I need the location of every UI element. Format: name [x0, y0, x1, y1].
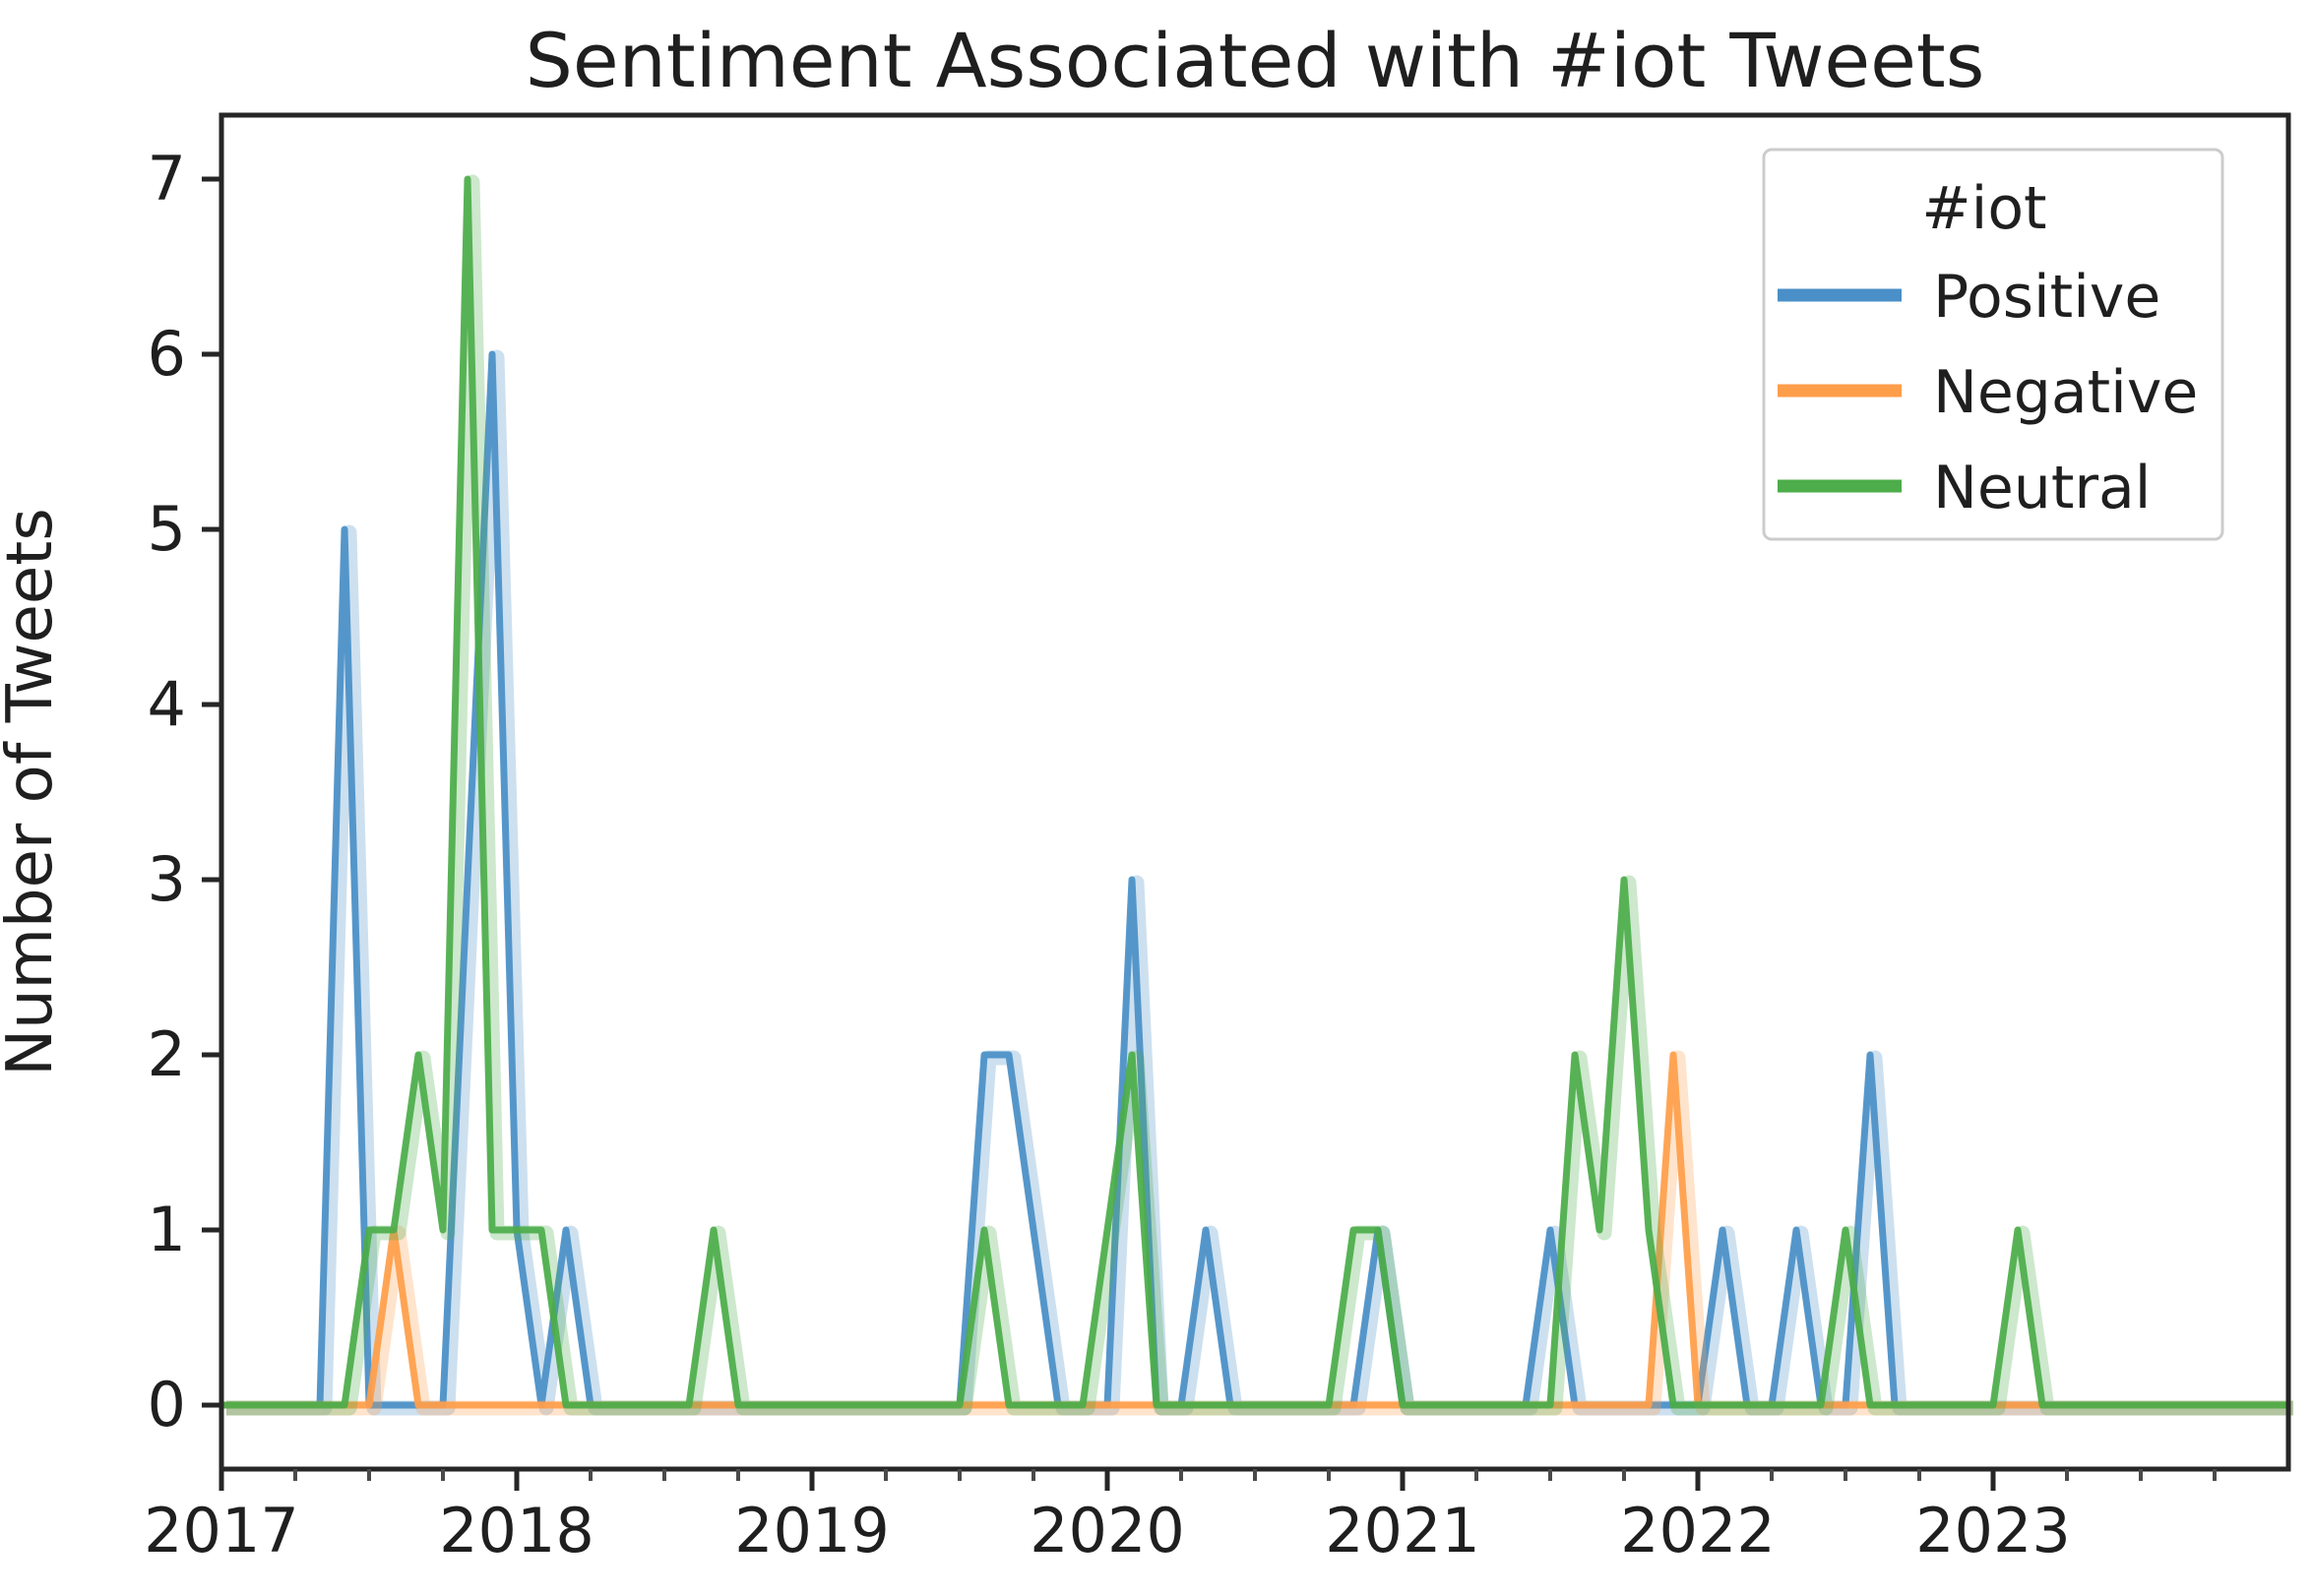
x-tick-label-2022: 2022 [1620, 1495, 1776, 1566]
y-tick-label-3: 3 [148, 843, 186, 915]
series-lines [221, 174, 2293, 1416]
series-line-neutral [221, 175, 2288, 1409]
y-tick-label-1: 1 [148, 1194, 186, 1265]
y-tick-label-4: 4 [148, 668, 186, 740]
chart-title: Sentiment Associated with #iot Tweets [526, 17, 1985, 104]
legend-label-neutral: Neutral [1933, 454, 2151, 522]
legend-label-negative: Negative [1933, 358, 2198, 427]
y-axis-title: Number of Tweets [0, 508, 67, 1076]
x-tick-label-2018: 2018 [439, 1495, 594, 1566]
y-tick-label-5: 5 [148, 493, 186, 565]
legend-row-negative: Negative [1778, 358, 2198, 427]
axis-ticks [202, 176, 2217, 1491]
y-tick-label-6: 6 [148, 318, 186, 390]
axis-tick-labels: 0 1 2 3 4 5 6 7 2017 2018 2019 2020 2021 2022 2023 [144, 143, 2071, 1566]
legend-rows: Positive Negative Neutral [1778, 263, 2198, 522]
y-tick-label-2: 2 [148, 1018, 186, 1090]
y-tick-label-7: 7 [148, 143, 186, 215]
x-tick-label-2021: 2021 [1325, 1495, 1480, 1566]
legend-label-positive: Positive [1933, 263, 2160, 332]
x-tick-label-2023: 2023 [1915, 1495, 2071, 1566]
y-tick-label-0: 0 [148, 1369, 186, 1441]
legend-row-positive: Positive [1778, 263, 2160, 332]
x-tick-label-2020: 2020 [1030, 1495, 1185, 1566]
legend-box [1762, 148, 2224, 541]
legend: #iot Positive Negative Neutral [1762, 148, 2224, 541]
legend-title: #iot [1921, 174, 2046, 243]
x-tick-label-2019: 2019 [734, 1495, 890, 1566]
legend-row-neutral: Neutral [1778, 454, 2151, 522]
x-tick-label-2017: 2017 [144, 1495, 299, 1566]
